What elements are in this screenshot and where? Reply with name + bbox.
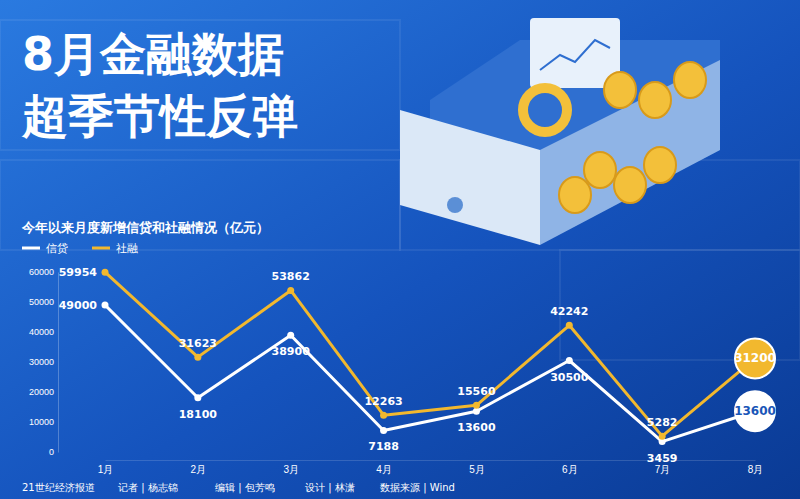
data-label: 31200 <box>734 351 776 365</box>
x-tick: 5月 <box>469 460 485 475</box>
data-label: 18100 <box>179 408 218 421</box>
point-marker <box>380 427 387 434</box>
cabinet-panel <box>0 20 400 150</box>
data-label: 3459 <box>647 452 678 465</box>
y-tick: 50000 <box>29 297 58 307</box>
legend-swatch <box>92 247 110 250</box>
coin <box>584 152 616 188</box>
data-labels: 49000 18100 38900 7188 13600 30500 3459 13600 59… <box>59 266 776 464</box>
donut-icon <box>523 88 567 132</box>
data-label: 15560 <box>457 385 496 398</box>
x-tick-label: 7月 <box>655 464 671 475</box>
plot-area <box>102 269 776 445</box>
chart: 8月金融数据超季节性反弹今年以来月度新增信贷和社融情况（亿元） 信贷 社融 0 1000… <box>0 0 800 499</box>
y-tick: 60000 <box>29 267 58 277</box>
point-marker <box>735 338 775 378</box>
background <box>0 0 800 499</box>
x-tick: 1月 <box>98 460 114 475</box>
point-marker <box>566 322 573 329</box>
y-tick-label: 50000 <box>29 297 54 307</box>
footer-note: 编辑 | 包芳鸣 <box>215 482 275 494</box>
y-tick-label: 20000 <box>29 387 54 397</box>
data-label: 59954 <box>59 266 98 279</box>
footer-note: 数据来源 | Wind <box>380 482 455 494</box>
y-tick: 20000 <box>29 387 58 397</box>
point-marker <box>473 402 480 409</box>
screen <box>530 18 620 88</box>
x-tick: 8月 <box>748 460 764 475</box>
footer-note: 21世纪经济报道 <box>22 482 95 493</box>
y-tick: 30000 <box>29 357 58 367</box>
x-tick-label: 2月 <box>191 464 207 475</box>
data-label: 13600 <box>734 404 776 418</box>
x-tick: 6月 <box>562 460 578 475</box>
y-tick-label: 10000 <box>29 417 54 427</box>
y-tick: 0 <box>49 447 58 457</box>
data-label: 53862 <box>272 270 310 283</box>
x-tick: 4月 <box>376 460 392 475</box>
y-tick: 40000 <box>29 327 58 337</box>
coin <box>604 72 636 108</box>
data-label: 30500 <box>550 371 589 384</box>
y-tick-label: 40000 <box>29 327 54 337</box>
legend-swatch <box>22 247 40 250</box>
x-tick-label: 1月 <box>98 464 114 475</box>
x-tick-label: 4月 <box>376 464 392 475</box>
subtitle: 今年以来月度新增信贷和社融情况（亿元） <box>21 220 269 235</box>
x-tick: 3月 <box>283 460 299 475</box>
footer-note: 设计 | 林潇 <box>305 482 355 494</box>
coin <box>614 167 646 203</box>
title: 超季节性反弹 <box>21 89 298 143</box>
coin <box>559 177 591 213</box>
point-marker <box>380 412 387 419</box>
y-axis: 0 10000 20000 30000 40000 50000 60000 <box>29 267 59 457</box>
cabinet-panel <box>0 160 400 250</box>
point-marker <box>659 433 666 440</box>
legend-label: 信贷 <box>46 242 68 255</box>
x-tick-label: 5月 <box>469 464 485 475</box>
series-line <box>105 305 755 442</box>
x-tick: 2月 <box>191 460 207 475</box>
y-tick-label: 60000 <box>29 267 54 277</box>
screen-line <box>540 40 610 70</box>
point-marker <box>102 269 109 276</box>
point-marker <box>287 332 294 339</box>
data-label: 31623 <box>179 337 217 350</box>
point-marker <box>566 357 573 364</box>
data-label: 12263 <box>364 395 402 408</box>
y-tick-label: 30000 <box>29 357 54 367</box>
y-tick: 10000 <box>29 417 58 427</box>
series-line <box>105 272 755 436</box>
point-marker <box>194 394 201 401</box>
y-tick-label: 0 <box>49 447 54 457</box>
point-marker <box>194 354 201 361</box>
x-tick-label: 8月 <box>748 464 764 475</box>
data-label: 7188 <box>368 440 399 453</box>
coin <box>639 82 671 118</box>
point-marker <box>287 287 294 294</box>
title: 8月金融数据 <box>22 27 284 81</box>
point-marker <box>102 302 109 309</box>
data-label: 49000 <box>59 299 98 312</box>
data-label: 38900 <box>272 345 311 358</box>
data-label: 13600 <box>457 421 496 434</box>
drawer-knob <box>447 197 463 213</box>
coin <box>674 62 706 98</box>
x-tick-label: 6月 <box>562 464 578 475</box>
point-marker <box>735 391 775 431</box>
data-label: 42242 <box>550 305 588 318</box>
legend: 信贷 社融 <box>22 242 138 255</box>
decoration <box>0 18 800 360</box>
coin <box>644 147 676 183</box>
drawer-front <box>400 110 540 245</box>
data-label: 5282 <box>647 416 678 429</box>
legend-label: 社融 <box>116 242 138 255</box>
x-tick-label: 3月 <box>283 464 299 475</box>
footer-note: 记者 | 杨志锦 <box>118 482 178 494</box>
